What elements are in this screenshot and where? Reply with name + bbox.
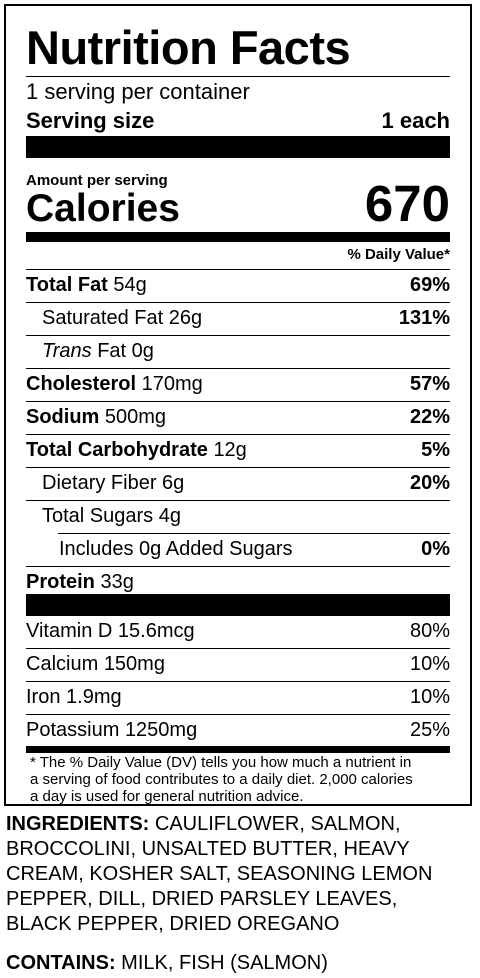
nutrient-name: Sodium: [26, 406, 100, 428]
nutrient-name: Total Fat: [26, 274, 108, 296]
ingredients-text: BROCCOLINI, UNSALTED BUTTER, HEAVY: [6, 838, 410, 860]
nutrient-dv: 69%: [409, 274, 450, 296]
vitamin-dv: 25%: [409, 719, 450, 741]
vitamin-name: Vitamin D: [26, 620, 113, 642]
vitamin-dv: 80%: [409, 620, 450, 642]
nutrient-name: Dietary Fiber: [42, 472, 157, 494]
thick-divider: [26, 136, 450, 158]
nutrition-facts-label: Nutrition Facts 1 serving per container …: [4, 4, 472, 806]
nutrient-row-trans-fat: Trans Fat 0g: [26, 340, 450, 363]
vitamin-amount: 150mg: [103, 653, 165, 675]
ingredients-text: CREAM, KOSHER SALT, SEASONING LEMON: [6, 863, 433, 885]
nutrient-dv: 22%: [409, 406, 450, 428]
divider: [26, 302, 450, 303]
footnote-line: * The % Daily Value (DV) tells you how m…: [30, 754, 412, 771]
contains-text: MILK, FISH (SALMON): [115, 952, 328, 974]
divider: [26, 368, 450, 369]
vitamin-dv: 10%: [409, 686, 450, 708]
serving-size-row: Serving size 1 each: [26, 108, 450, 134]
divider: [26, 500, 450, 501]
allergens-block: CONTAINS: MILK, FISH (SALMON): [6, 951, 466, 976]
nutrient-name: Trans: [42, 340, 92, 362]
nutrient-amount: 12g: [213, 439, 247, 461]
nutrient-dv: 5%: [421, 439, 450, 461]
nutrient-amount: 26g: [168, 307, 203, 329]
amount-per-serving: Amount per serving: [26, 172, 168, 189]
footnote-line: a serving of food contributes to a daily…: [30, 771, 413, 788]
vitamin-row-vitamin-d: Vitamin D 15.6mcg 80%: [26, 620, 450, 643]
vitamin-row-iron: Iron 1.9mg 10%: [26, 686, 450, 709]
nutrient-amount: 6g: [162, 472, 185, 494]
nutrient-row-total-carbohydrate: Total Carbohydrate 12g 5%: [26, 439, 450, 462]
nutrient-amount: 500mg: [104, 406, 167, 428]
medium-divider: [26, 746, 450, 753]
divider: [26, 648, 450, 649]
ingredients-text: BLACK PEPPER, DRIED OREGANO: [6, 913, 340, 935]
vitamin-row-potassium: Potassium 1250mg 25%: [26, 719, 450, 742]
nutrient-row-dietary-fiber: Dietary Fiber 6g 20%: [26, 472, 450, 495]
nutrient-row-sodium: Sodium 500mg 22%: [26, 406, 450, 429]
servings-per-container: 1 serving per container: [26, 79, 250, 104]
thick-divider: [26, 594, 450, 616]
vitamin-dv: 10%: [409, 653, 450, 675]
daily-value-header: % Daily Value*: [347, 246, 450, 263]
vitamin-name: Calcium: [26, 653, 99, 675]
vitamin-row-calcium: Calcium 150mg 10%: [26, 653, 450, 676]
divider: [26, 401, 450, 402]
nutrient-row-added-sugars: Includes 0g Added Sugars 0%: [26, 538, 450, 561]
nutrient-dv: 131%: [398, 307, 450, 329]
divider: [26, 467, 450, 468]
nutrient-dv: 20%: [409, 472, 450, 494]
ingredients-block: INGREDIENTS: CAULIFLOWER, SALMON, BROCCO…: [6, 812, 466, 937]
nutrient-row-total-sugars: Total Sugars 4g: [26, 505, 450, 528]
nutrient-dv: 0%: [421, 538, 450, 560]
nutrient-name: Saturated Fat: [42, 307, 164, 329]
nutrient-row-protein: Protein 33g: [26, 571, 450, 594]
nutrient-dv: 57%: [409, 373, 450, 395]
medium-divider: [26, 232, 450, 242]
ingredients-text: PEPPER, DILL, DRIED PARSLEY LEAVES,: [6, 888, 398, 910]
nutrient-name: Total Carbohydrate: [26, 439, 208, 461]
nutrient-amount: 4g: [158, 505, 181, 527]
ingredients-label: INGREDIENTS:: [6, 813, 150, 835]
ingredients-text: CAULIFLOWER, SALMON,: [149, 813, 401, 835]
vitamin-amount: 15.6mcg: [117, 620, 195, 642]
nutrient-name-suffix: Fat: [97, 340, 127, 362]
divider: [26, 76, 450, 77]
divider: [26, 434, 450, 435]
nutrient-amount: 170mg: [141, 373, 203, 395]
nutrient-row-cholesterol: Cholesterol 170mg 57%: [26, 373, 450, 396]
divider: [26, 269, 450, 270]
vitamin-amount: 1.9mg: [66, 686, 122, 708]
divider: [26, 566, 450, 567]
divider: [26, 335, 450, 336]
footnote-line: a day is used for general nutrition advi…: [30, 788, 304, 805]
vitamin-name: Potassium: [26, 719, 120, 741]
contains-label: CONTAINS:: [6, 952, 116, 974]
calories-label: Calories: [26, 187, 180, 230]
nutrient-row-total-fat: Total Fat 54g 69%: [26, 274, 450, 297]
serving-size-label: Serving size: [26, 108, 155, 133]
nutrient-row-saturated-fat: Saturated Fat 26g 131%: [26, 307, 450, 330]
nutrient-amount: 54g: [113, 274, 147, 296]
divider: [58, 533, 450, 534]
vitamin-amount: 1250mg: [124, 719, 198, 741]
daily-value-footnote: * The % Daily Value (DV) tells you how m…: [30, 754, 450, 805]
nutrient-amount: 0g: [131, 340, 154, 362]
vitamin-name: Iron: [26, 686, 61, 708]
divider: [26, 714, 450, 715]
serving-size-value: 1 each: [381, 108, 451, 133]
nutrient-amount: 33g: [100, 571, 134, 593]
label-title: Nutrition Facts: [26, 21, 351, 74]
nutrient-name: Cholesterol: [26, 373, 137, 395]
nutrient-name: Protein: [26, 571, 95, 593]
calories-value: 670: [364, 175, 450, 232]
divider: [26, 681, 450, 682]
nutrient-name: Includes 0g Added Sugars: [59, 538, 293, 560]
nutrient-name: Total Sugars: [42, 505, 154, 527]
